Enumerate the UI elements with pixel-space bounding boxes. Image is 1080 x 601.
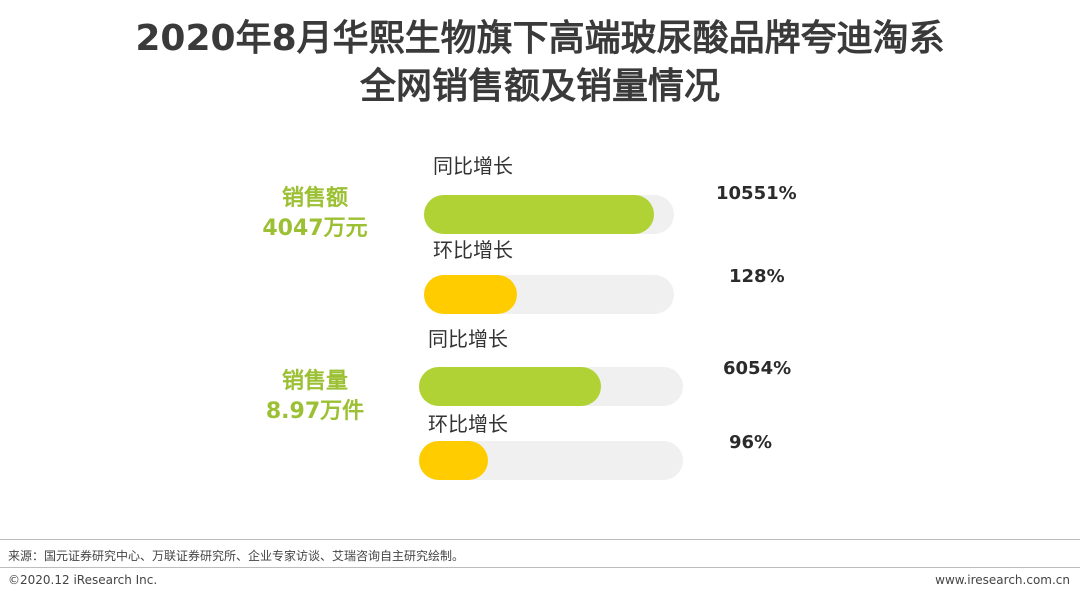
bar-sales-amount-mom: [424, 275, 517, 314]
bar-sales-amount-yoy: [424, 195, 654, 234]
metric-sales-amount-name: 销售额: [281, 186, 348, 211]
metric-sales-volume: 销售量 8.97万件: [240, 367, 390, 427]
data-label-sales-volume-yoy: 6054%: [723, 358, 792, 379]
bar-sales-volume-yoy: [419, 367, 601, 406]
bar-label-sales-volume-yoy: 同比增长: [428, 327, 508, 351]
footer-divider-bottom: [0, 567, 1080, 568]
data-label-sales-amount-yoy: 10551%: [716, 183, 797, 204]
website-link[interactable]: www.iresearch.com.cn: [935, 573, 1070, 587]
bar-label-sales-amount-mom: 环比增长: [433, 238, 513, 262]
bar-track-sales-volume-yoy: [419, 367, 683, 406]
metric-sales-volume-name: 销售量: [281, 369, 348, 394]
bar-track-sales-amount-mom: [424, 275, 674, 314]
chart-title-line1: 2020年8月华熙生物旗下高端玻尿酸品牌夸迪淘系: [135, 18, 945, 59]
source-note: 来源：国元证券研究中心、万联证券研究所、企业专家访谈、艾瑞咨询自主研究绘制。: [8, 549, 465, 563]
bar-sales-volume-mom: [419, 441, 488, 480]
bar-track-sales-amount-yoy: [424, 195, 674, 234]
bar-track-sales-volume-mom: [419, 441, 683, 480]
metric-sales-amount-value: 4047万元: [262, 216, 368, 241]
bar-label-sales-volume-mom: 环比增长: [428, 412, 508, 436]
metric-sales-amount: 销售额 4047万元: [240, 184, 390, 244]
copyright: ©2020.12 iResearch Inc.: [8, 573, 158, 587]
data-label-sales-amount-mom: 128%: [729, 266, 785, 287]
chart-title-line2: 全网销售额及销量情况: [359, 66, 720, 107]
bar-label-sales-amount-yoy: 同比增长: [433, 154, 513, 178]
metric-sales-volume-value: 8.97万件: [265, 399, 365, 424]
data-label-sales-volume-mom: 96%: [729, 432, 773, 453]
footer-divider-top: [0, 539, 1080, 540]
